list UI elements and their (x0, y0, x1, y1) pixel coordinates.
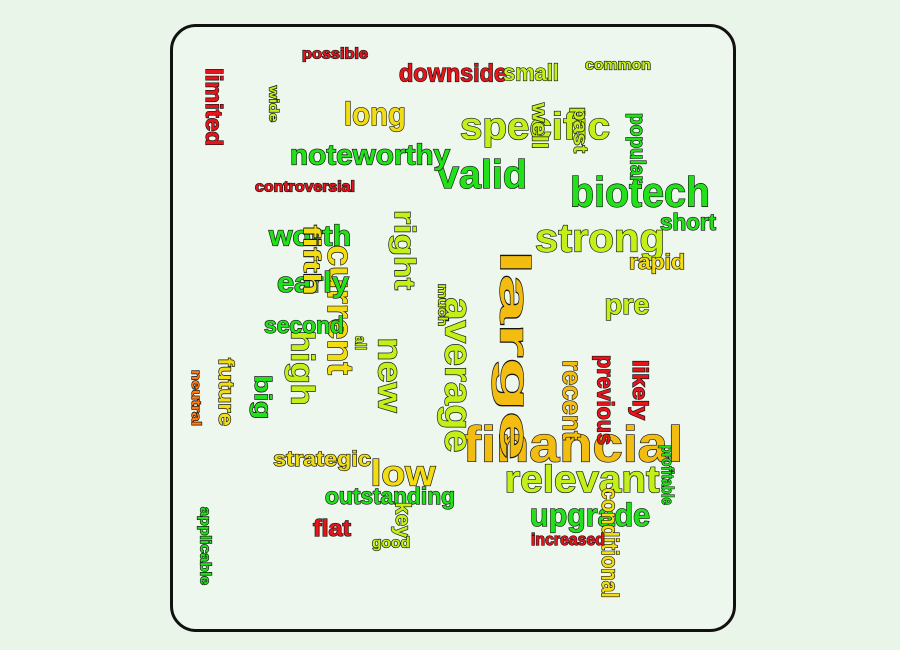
word-small: small (503, 60, 559, 86)
word-short: short (660, 209, 716, 235)
word-financial: financial (463, 417, 683, 473)
word-biotech: biotech (570, 168, 710, 215)
word-neutral: neutral (189, 370, 204, 426)
word-low: low (371, 453, 437, 493)
word-possible: possible (302, 46, 368, 62)
word-average: average (437, 298, 479, 453)
word-flat: flat (313, 516, 351, 542)
word-downside: downside (399, 60, 507, 88)
word-popular: popular (625, 113, 648, 183)
word-common: common (585, 57, 651, 74)
word-outstanding: outstanding (325, 483, 455, 509)
word-pre: pre (605, 289, 650, 321)
word-specific: specific (460, 106, 610, 148)
word-big: big (250, 375, 276, 419)
word-all: all (352, 336, 369, 350)
word-much: much (435, 284, 449, 326)
word-strong: strong (535, 216, 665, 261)
word-rapid: rapid (629, 250, 685, 274)
word-well: well (528, 102, 552, 149)
word-fifth: fifth (299, 225, 325, 295)
word-second: second (264, 312, 344, 338)
word-strategic: strategic (273, 447, 371, 471)
word-conditional: conditional (597, 488, 623, 598)
word-good: good (372, 535, 410, 552)
word-upgrade: upgrade (530, 497, 650, 533)
word-high: high (284, 330, 320, 405)
word-long: long (344, 96, 406, 132)
word-recent: recent (557, 360, 587, 440)
word-worth: worth (268, 220, 351, 252)
word-current: current (320, 245, 360, 375)
word-large: large (492, 250, 539, 460)
word-previous: previous (592, 355, 618, 445)
word-noteworthy: noteworthy (290, 139, 451, 172)
word-future: future (214, 358, 237, 426)
word-right: right (389, 210, 422, 290)
word-relevant: relevant (505, 459, 660, 501)
word-early: early (277, 267, 349, 299)
word-wide: wide (266, 85, 280, 122)
word-applicable: applicable (197, 507, 213, 585)
word-new: new (371, 338, 409, 414)
word-key: key (391, 502, 415, 538)
word-past: past (569, 107, 590, 153)
word-cloud-frame (170, 24, 736, 632)
word-increased: increased (531, 531, 605, 550)
word-limited: limited (200, 68, 225, 146)
word-valid: valid (437, 153, 527, 197)
word-profitable: profitable (657, 445, 676, 505)
word-likely: likely (628, 360, 651, 420)
word-controversial: controversial (255, 179, 355, 195)
